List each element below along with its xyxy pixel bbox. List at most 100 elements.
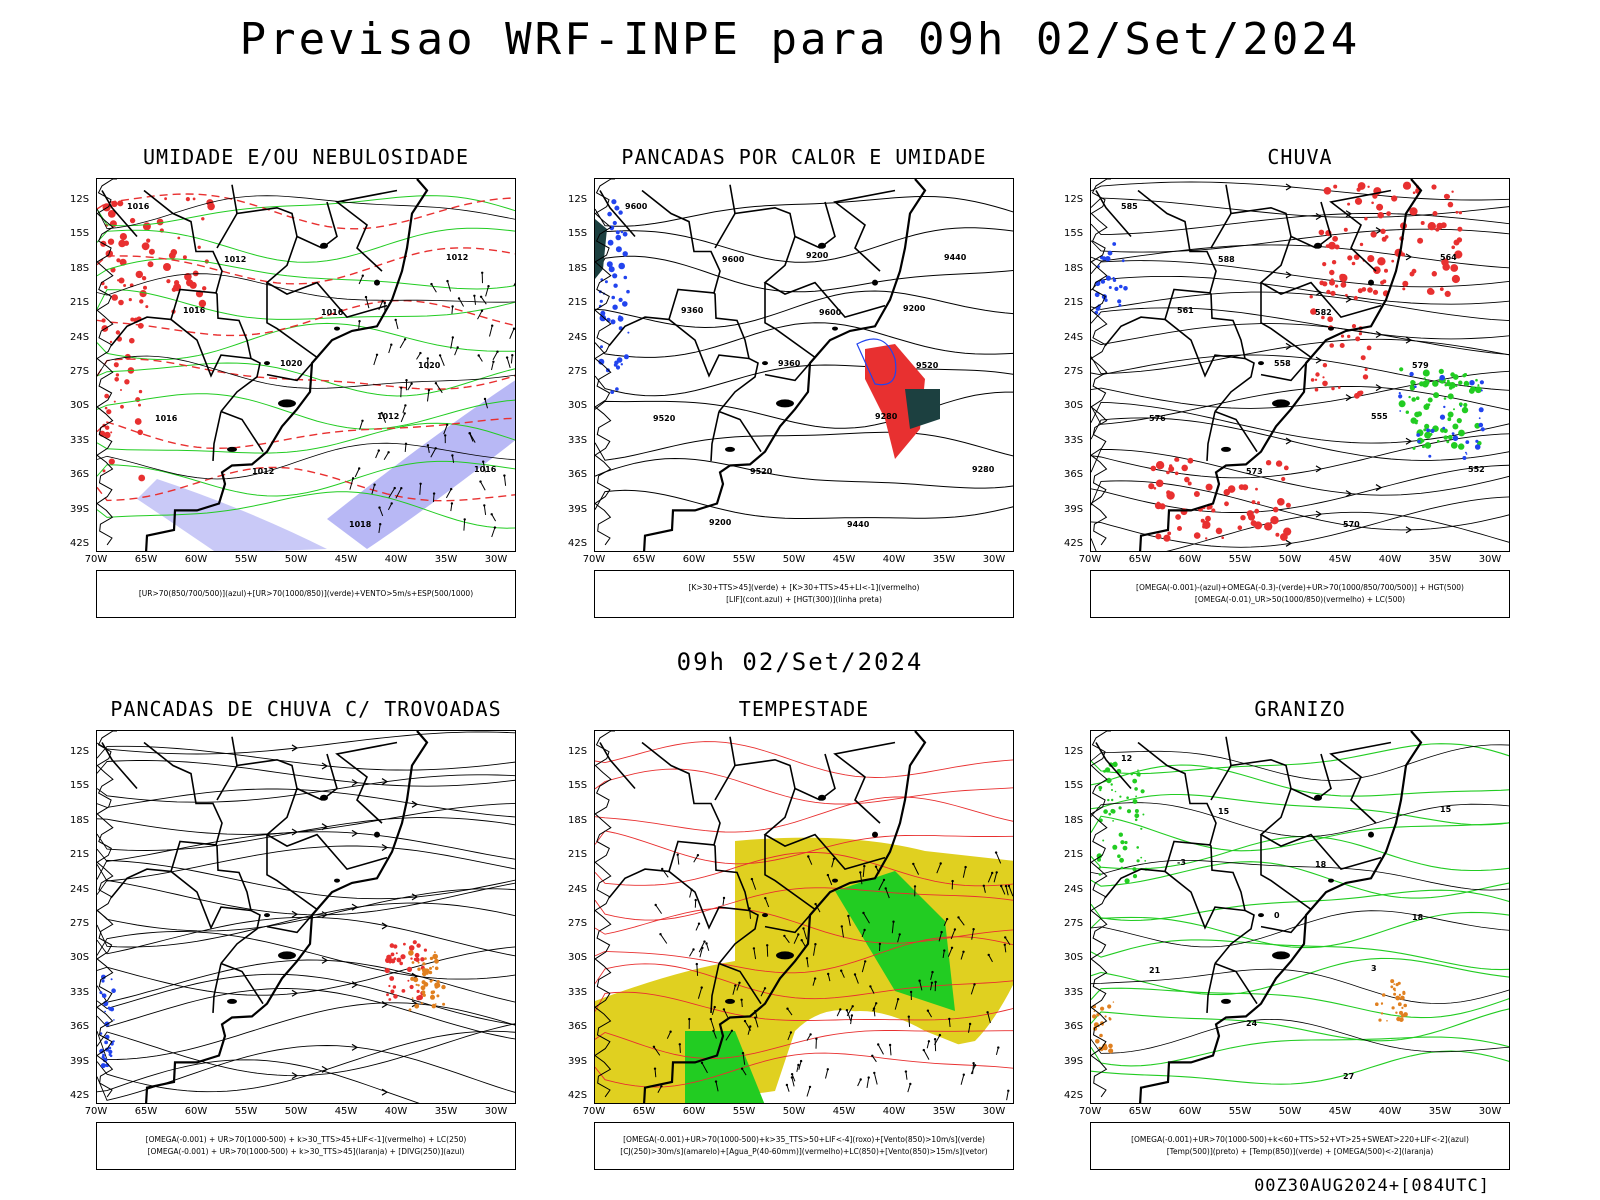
wind-vector-head: [654, 903, 657, 907]
red-rain-patch: [1391, 259, 1395, 263]
wind-vector: [359, 420, 363, 430]
red-rain-patch: [1322, 281, 1328, 287]
latitude-tick: 15S: [70, 228, 90, 240]
red-humidity-patch: [143, 285, 147, 290]
contour-label: 555: [1371, 412, 1388, 421]
green-omega-patch: [1458, 380, 1463, 385]
streamline-arrow: [351, 779, 359, 787]
contour-label: 9520: [916, 361, 939, 370]
temp850-contour: [1091, 889, 1509, 922]
legend-line: [K>30+TTS>45](verde) + [K>30+TTS>45+LI<-…: [688, 583, 920, 592]
wind-vector: [349, 478, 354, 490]
border-line: [1206, 963, 1216, 1013]
border-line: [1260, 282, 1312, 359]
temp500-contour: [1091, 968, 1509, 1005]
streamline-arrow: [291, 1072, 299, 1080]
wind-vector: [885, 888, 890, 899]
blue-divergence-area: [101, 974, 106, 980]
longitude-tick: 55W: [732, 554, 756, 565]
orange-thunderstorm-area: [435, 1003, 437, 1005]
red-rain-patch: [1354, 392, 1360, 399]
green-temp-patch: [1120, 866, 1124, 870]
wind-vector-head: [995, 871, 998, 874]
red-rain-patch: [1340, 281, 1347, 288]
wind-vector-head: [754, 1016, 757, 1019]
contour-label: 1020: [418, 361, 441, 370]
wind-vector: [480, 296, 487, 305]
lake: [832, 326, 838, 331]
blue-omega-patch: [1101, 256, 1107, 261]
longitude-tick: 40W: [1378, 1106, 1402, 1117]
orange-thunderstorm-area: [424, 957, 427, 960]
wind-vector: [751, 878, 757, 890]
black-contour: [97, 273, 515, 303]
wind-vector: [379, 507, 384, 517]
red-humidity-patch: [114, 363, 119, 368]
red-rain-patch: [1159, 503, 1166, 510]
wind-vector: [962, 866, 967, 878]
red-thunderstorm-area: [396, 957, 402, 963]
blue-lif-patch: [623, 275, 628, 280]
latitude-tick: 30S: [70, 400, 90, 412]
wind-vector-head: [1003, 943, 1006, 946]
border-line: [216, 758, 298, 801]
latitude-tick: 42S: [568, 538, 588, 549]
border-line: [1104, 316, 1166, 347]
longitude-tick: 50W: [782, 1106, 806, 1117]
orange-thunderstorm-area: [417, 961, 420, 964]
wind-vector-head: [373, 483, 376, 486]
longitude-tick: 40W: [384, 1106, 408, 1117]
wind-vector: [373, 354, 378, 366]
contour-label: 15: [1218, 807, 1230, 816]
orange-omega-patch: [1098, 1025, 1100, 1028]
streamline: [97, 959, 515, 1003]
lake: [227, 998, 237, 1004]
wind-vector-head: [456, 346, 459, 349]
wind-vector-head: [896, 998, 900, 1001]
coastline: [145, 179, 429, 551]
red-thunderstorm-area: [390, 952, 395, 957]
wind-vector: [383, 452, 390, 460]
wind-vector-head: [451, 305, 454, 308]
wind-vector-head: [740, 998, 743, 1001]
green-omega-patch: [1443, 435, 1448, 440]
red-thunderstorm-area: [412, 940, 417, 945]
streamline: [97, 760, 515, 787]
longitude-tick: 60W: [682, 1106, 706, 1117]
wind-vector: [1004, 944, 1007, 953]
border-line: [231, 736, 238, 766]
wind-vector-head: [950, 946, 954, 949]
red-rain-patch: [1451, 274, 1460, 284]
green-temp-patch: [1106, 777, 1112, 784]
longitude-tick: 50W: [1278, 1106, 1302, 1117]
green-omega-patch: [1475, 378, 1478, 382]
wind-vector-head: [864, 960, 867, 963]
border-line: [710, 963, 720, 1013]
red-rain-patch: [1265, 460, 1272, 466]
wind-vector: [783, 935, 790, 944]
red-rain-patch: [1339, 343, 1345, 348]
latitude-tick: 12S: [1064, 194, 1084, 205]
streamline: [97, 831, 515, 862]
blue-lif-patch: [622, 231, 628, 237]
panel-title: PANCADAS POR CALOR E UMIDADE: [621, 145, 987, 169]
streamline-arrow: [1405, 336, 1413, 344]
wind-vector-head: [859, 871, 862, 874]
latitude-tick: 12S: [70, 746, 90, 757]
red-rain-patch: [1184, 476, 1190, 483]
longitude-tick: 70W: [582, 1106, 606, 1117]
orange-omega-patch: [1378, 1018, 1382, 1022]
wind-vector: [419, 483, 422, 495]
red-humidity-patch: [141, 242, 150, 251]
lake: [374, 279, 380, 286]
red-rain-patch: [1391, 195, 1398, 202]
wind-vector-head: [888, 1043, 892, 1047]
longitude-tick: 70W: [84, 554, 108, 565]
wind-vector: [473, 295, 476, 305]
green-temp-patch: [1112, 820, 1114, 822]
streamline-arrow: [1345, 295, 1353, 303]
streamline: [1091, 338, 1509, 375]
wind-vector-head: [390, 343, 393, 346]
orange-omega-patch: [1100, 1006, 1105, 1011]
green-temp-patch: [1140, 827, 1143, 830]
